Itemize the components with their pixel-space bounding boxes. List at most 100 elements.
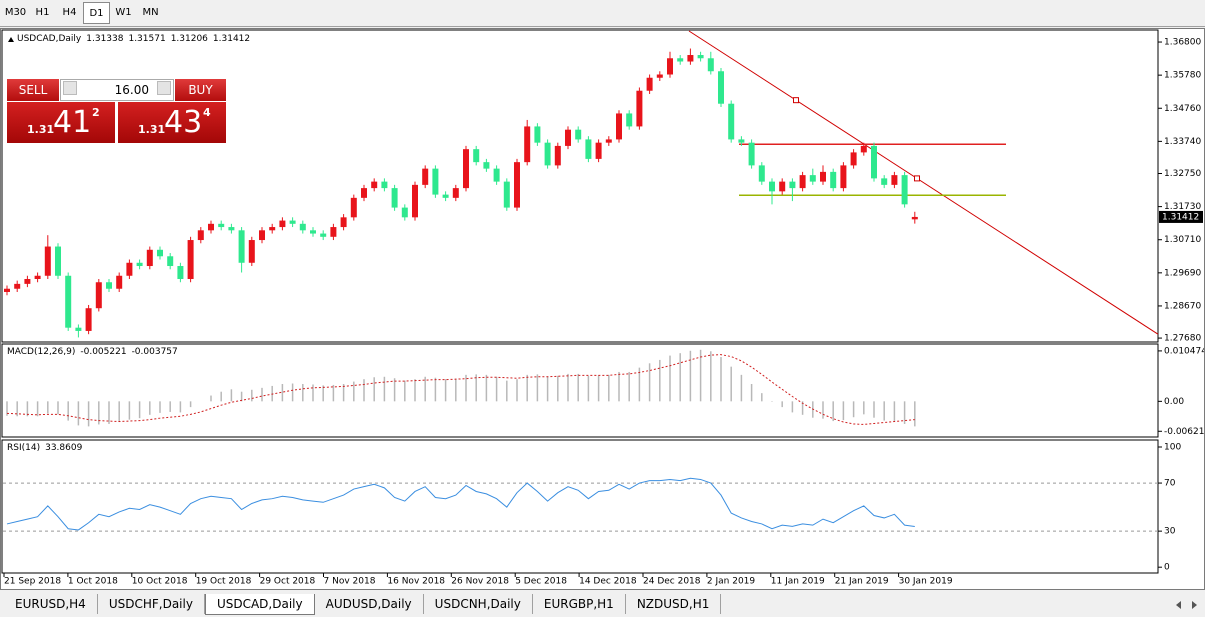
candle-body: [911, 216, 918, 220]
candle-body: [687, 55, 694, 62]
candle-body: [55, 246, 61, 276]
chart-header: USDCAD,Daily 1.31338 1.31571 1.31206 1.31412: [17, 34, 255, 44]
candle-body: [146, 249, 153, 267]
candle-body: [24, 279, 31, 284]
candle-body: [830, 171, 837, 189]
rsi-line: [6, 477, 915, 531]
candle-body: [401, 207, 408, 218]
candle-body: [106, 282, 112, 289]
candle-body: [330, 227, 337, 237]
chart-tab[interactable]: EURGBP,H1: [533, 594, 626, 614]
ask-price[interactable]: 1.31 43 4: [118, 102, 226, 143]
symbol: USDCAD,Daily: [17, 34, 82, 44]
chart-tab[interactable]: USDCHF,Daily: [98, 594, 205, 614]
candle-body: [881, 178, 888, 185]
candle-body: [534, 126, 541, 143]
bid-price[interactable]: 1.31 41 2: [7, 102, 115, 143]
candle-body: [809, 175, 816, 182]
candle-body: [187, 240, 194, 279]
candle-body: [871, 145, 877, 179]
candle-body: [391, 188, 398, 208]
x-tick-label: 11 Jan 2019: [771, 577, 825, 587]
x-tick-label: 26 Nov 2018: [451, 577, 509, 587]
x-tick-label: 2 Jan 2019: [707, 577, 755, 587]
timeframe-button[interactable]: M30: [4, 7, 27, 18]
scroll-right[interactable]: [1192, 601, 1197, 609]
candle-body: [126, 262, 133, 276]
candle-body: [208, 223, 214, 231]
candle-body: [789, 181, 796, 189]
scroll-left[interactable]: [1176, 601, 1181, 609]
x-tick-label: 21 Sep 2018: [4, 577, 61, 587]
candle-body: [340, 217, 347, 228]
timeframe-button[interactable]: W1: [115, 7, 132, 18]
tab-scroll: [1176, 601, 1197, 609]
current-price-tag: [1159, 210, 1203, 223]
candle-body: [667, 58, 673, 75]
candle-body: [422, 168, 429, 185]
rsi-header: RSI(14) 33.8609: [7, 443, 87, 453]
candle-body: [483, 162, 490, 169]
chart-tab[interactable]: NZDUSD,H1: [626, 594, 722, 614]
candle-body: [218, 223, 225, 228]
chart-tab[interactable]: USDCAD,Daily: [204, 594, 315, 615]
candle-body: [860, 145, 867, 153]
candle-body: [44, 246, 51, 276]
timeframe-button[interactable]: H4: [62, 7, 77, 18]
rsi-frame: [1, 439, 1159, 574]
y-tick-label: 100: [1164, 443, 1181, 453]
candle-body: [442, 194, 449, 198]
candle-body: [412, 184, 418, 218]
current-price-label: 1.31412: [1162, 212, 1199, 222]
chart-tab[interactable]: EURUSD,H4: [4, 594, 98, 614]
trend-anchor: [793, 97, 799, 104]
candle-body: [136, 262, 143, 267]
timeframe-button[interactable]: MN: [142, 7, 159, 18]
collapse-icon[interactable]: [8, 37, 14, 42]
candle-body: [65, 275, 72, 328]
rsi-readout: 33.8609: [45, 443, 83, 453]
timeframe-button[interactable]: D1: [83, 2, 110, 24]
lot-input[interactable]: 16.00: [60, 79, 174, 101]
chart-canvas: 1.368001.357801.347601.337401.327501.317…: [1, 29, 1204, 587]
candle-body: [769, 181, 775, 192]
candle-body: [901, 175, 908, 205]
candle-body: [238, 230, 245, 263]
y-tick-label: 0.010474: [1164, 346, 1204, 356]
chart-tab[interactable]: AUDUSD,Daily: [315, 594, 424, 614]
y-tick-label: 1.33740: [1164, 137, 1201, 147]
chart-tab[interactable]: USDCNH,Daily: [424, 594, 533, 614]
y-tick-label: 0: [1164, 563, 1170, 573]
buy-button[interactable]: BUY: [175, 79, 226, 101]
lot-down[interactable]: [63, 81, 77, 95]
timeframe-button[interactable]: H1: [35, 7, 50, 18]
candle-body: [697, 55, 704, 59]
ask-pips: 43: [164, 105, 203, 140]
candle-body: [738, 139, 745, 143]
candle-body: [269, 227, 276, 231]
candle-body: [677, 58, 684, 62]
candle-body: [626, 113, 633, 127]
candle-body: [524, 126, 531, 163]
x-tick-label: 21 Jan 2019: [835, 577, 889, 587]
candle-body: [157, 249, 163, 257]
lot-up[interactable]: [157, 81, 171, 95]
candle-body: [279, 220, 286, 228]
candle-body: [75, 327, 82, 331]
macd-signal: -0.003757: [131, 347, 178, 357]
quote-close: 1.31412: [212, 34, 251, 44]
candle-body: [493, 168, 500, 182]
candle-body: [116, 275, 123, 289]
candle-body: [585, 139, 592, 159]
y-tick-label: 70: [1164, 479, 1176, 489]
sell-button[interactable]: SELL: [7, 79, 59, 101]
y-tick-label: 1.30710: [1164, 235, 1201, 245]
candle-body: [707, 58, 714, 72]
y-tick-label: 1.35780: [1164, 71, 1201, 81]
candle-body: [34, 275, 41, 279]
x-tick-label: 16 Nov 2018: [387, 577, 445, 587]
rsi-name: RSI(14): [7, 443, 41, 453]
candle-body: [799, 175, 806, 189]
y-tick-label: 1.27680: [1164, 334, 1201, 344]
x-tick-label: 1 Oct 2018: [68, 577, 118, 587]
